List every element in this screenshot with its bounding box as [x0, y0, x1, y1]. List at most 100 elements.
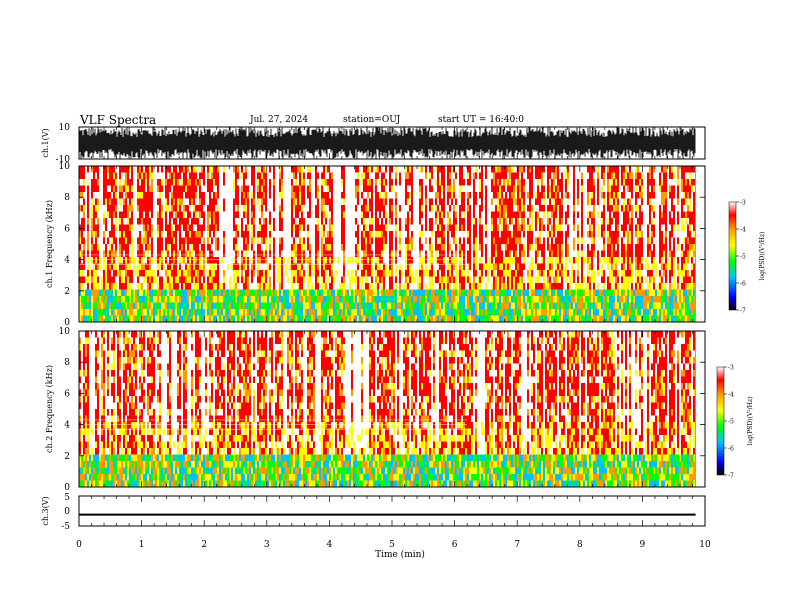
spectrogram-cell: [395, 172, 397, 180]
spectrogram-cell: [347, 179, 349, 186]
spectrogram-cell: [395, 185, 397, 193]
spectrogram-cell: [101, 250, 103, 258]
spectrogram-cell: [355, 276, 357, 284]
spectrogram-cell: [125, 296, 127, 303]
spectrogram-cell: [237, 237, 239, 245]
spectrogram-cell: [419, 309, 421, 316]
spectrogram-cell: [109, 257, 111, 264]
spectrogram-cell: [313, 224, 315, 232]
spectrogram-cell: [225, 179, 227, 186]
spectrogram-cell: [119, 302, 121, 310]
spectrogram-cell: [329, 185, 331, 193]
spectrogram-cell: [383, 289, 385, 297]
spectrogram-cell: [347, 192, 349, 199]
spectrogram-cell: [195, 315, 197, 323]
spectrogram-cell: [177, 237, 179, 245]
spectrogram-cell: [369, 302, 371, 310]
spectrogram-cell: [81, 211, 83, 219]
spectrogram-cell: [379, 205, 381, 212]
spectrogram-cell: [133, 315, 135, 323]
spectrogram-cell: [389, 302, 391, 310]
spectrogram-cell: [241, 270, 243, 277]
spectrogram-cell: [165, 302, 167, 310]
spectrogram-cell: [209, 257, 211, 264]
spectrogram-cell: [137, 276, 139, 284]
spectrogram-cell: [383, 205, 385, 212]
spectrogram-cell: [299, 172, 301, 180]
spectrogram-cell: [163, 231, 165, 238]
spectrogram-cell: [417, 270, 419, 277]
spectrogram-cell: [179, 198, 181, 206]
spectrogram-cell: [177, 211, 179, 219]
spectrogram-cell: [235, 166, 237, 173]
spectrogram-cell: [111, 211, 113, 219]
spectrogram-cell: [277, 198, 279, 206]
spectrogram-cell: [367, 257, 369, 264]
spectrogram-cell: [281, 283, 283, 290]
spectrogram-cell: [265, 309, 267, 316]
spectrogram-cell: [415, 296, 417, 303]
spectrogram-cell: [379, 309, 381, 316]
spectrogram-cell: [313, 231, 315, 238]
spectrogram-cell: [383, 218, 385, 225]
spectrogram-cell: [111, 198, 113, 206]
spectrogram-cell: [235, 315, 237, 323]
spectrogram-cell: [409, 309, 411, 316]
spectrogram-cell: [141, 211, 143, 219]
spectrogram-cell: [313, 289, 315, 297]
spectrogram-cell: [145, 302, 147, 310]
spectrogram-cell: [363, 296, 365, 303]
spectrogram-cell: [141, 263, 143, 271]
spectrogram-cell: [305, 302, 307, 310]
spectrogram-cell: [361, 179, 363, 186]
spectrogram-cell: [315, 244, 317, 251]
spectrogram-cell: [173, 289, 175, 297]
spectrogram-cell: [385, 205, 387, 212]
spectrogram-cell: [353, 257, 355, 264]
spectrogram-cell: [419, 185, 421, 193]
spectrogram-cell: [319, 263, 321, 271]
spectrogram-cell: [219, 179, 221, 186]
spectrogram-cell: [307, 244, 309, 251]
spectrogram-cell: [311, 257, 313, 264]
spectrogram-cell: [175, 211, 177, 219]
spectrogram-cell: [257, 263, 259, 271]
spectrogram-cell: [209, 198, 211, 206]
spectrogram-cell: [413, 296, 415, 303]
spectrogram-cell: [337, 172, 339, 180]
spectrogram-cell: [347, 283, 349, 290]
spectrogram-cell: [305, 289, 307, 297]
spectrogram-cell: [231, 257, 233, 264]
spectrogram-cell: [343, 166, 345, 173]
spectrogram-cell: [141, 257, 143, 264]
spectrogram-cell: [359, 270, 361, 277]
spectrogram-cell: [179, 289, 181, 297]
spectrogram-cell: [329, 231, 331, 238]
spectrogram-cell: [441, 218, 443, 225]
spectrogram-cell: [113, 250, 115, 258]
spectrogram-cell: [127, 179, 129, 186]
spectrogram-cell: [369, 166, 371, 173]
spectrogram-cell: [193, 270, 195, 277]
spectrogram-cell: [149, 185, 151, 193]
spectrogram-cell: [85, 237, 87, 245]
spectrogram-cell: [131, 276, 133, 284]
spectrogram-cell: [223, 302, 225, 310]
spectrogram-cell: [373, 237, 375, 245]
spectrogram-cell: [155, 263, 157, 271]
spectrogram-cell: [155, 172, 157, 180]
spectrogram-cell: [111, 179, 113, 186]
spectrogram-cell: [399, 198, 401, 206]
spectrogram-cell: [199, 244, 201, 251]
spectrogram-cell: [113, 283, 115, 290]
spectrogram-cell: [365, 244, 367, 251]
spectrogram-cell: [265, 302, 267, 310]
spectrogram-cell: [285, 172, 287, 180]
spectrogram-cell: [117, 231, 119, 238]
spectrogram-cell: [241, 309, 243, 316]
spectrogram-cell: [359, 231, 361, 238]
spectrogram-cell: [343, 296, 345, 303]
spectrogram-cell: [97, 250, 99, 258]
spectrogram-cell: [91, 244, 93, 251]
spectrogram-cell: [115, 224, 117, 232]
